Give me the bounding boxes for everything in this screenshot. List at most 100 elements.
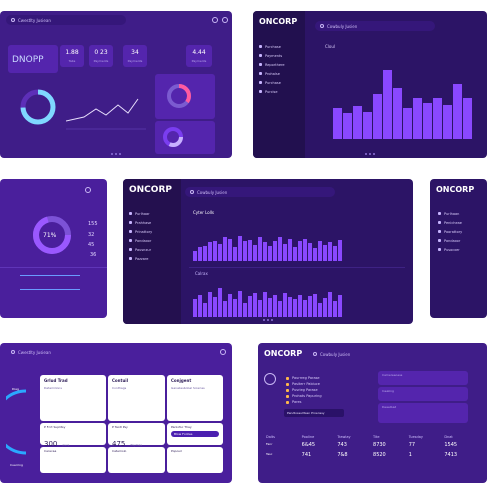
info-card-3[interactable]: Deaelbad [378, 403, 468, 423]
sidebar-item-4[interactable]: Pondaxor [129, 236, 175, 245]
section-divider [189, 267, 405, 268]
search-icon [11, 350, 15, 354]
table-header: Dalts Pooline Trawlay Tite Tuesday Dnat [266, 435, 453, 439]
settings-icon[interactable] [220, 349, 226, 355]
search-bar[interactable]: Cowbuly Jusien [315, 21, 435, 31]
list-item[interactable]: Pusrieg Parase [286, 387, 322, 393]
kpi-value: 34 [131, 49, 139, 56]
pager-dots[interactable] [365, 153, 375, 155]
dashboard-panel-cards: Cwestlty Jusiean Diag Cuerring Grlud Tra… [0, 343, 232, 483]
action-button[interactable]: Blow Fcolles [171, 431, 219, 437]
search-bar[interactable]: Cowbuly Jusien [308, 349, 428, 359]
card-1[interactable]: Grlud Trad Datemilions [40, 375, 106, 421]
search-icon [320, 24, 324, 28]
donut-value: 71% [43, 232, 57, 239]
sidebar-item-4[interactable]: Prohalse [259, 69, 299, 78]
user-avatar-icon[interactable] [264, 373, 276, 385]
sidebar-item-5[interactable]: Pusocxer [438, 245, 462, 254]
sidebar-item-6[interactable]: Purcise [259, 87, 299, 96]
kpi-value: 4.44 [192, 49, 206, 56]
sidebar-item-4[interactable]: Pondaxor [438, 236, 462, 245]
pager-dots[interactable] [263, 319, 273, 321]
donut-chart [163, 127, 183, 147]
logo-card: DNOPP [8, 45, 58, 73]
chart-title: Cloul [325, 44, 335, 49]
table-row[interactable]: Tasc 741 7&8 8520 1 7413 [266, 452, 458, 458]
kpi-label: Payments [93, 59, 109, 63]
search-bar[interactable]: Cowbuly Jusien [185, 187, 335, 197]
card-4[interactable]: P Fcrt Suplitsy 300 pvcs [40, 423, 106, 448]
sidebar-item-2[interactable]: Prahhase [129, 218, 175, 227]
top-bar: Cwestlty Jusiean [0, 343, 232, 361]
sidebar-item-2[interactable]: Payments [259, 51, 299, 60]
sidebar-item-1[interactable]: Purchase [259, 42, 299, 51]
sidebar-item-3[interactable]: Reporthere [259, 60, 299, 69]
card-7[interactable]: Caracaa [40, 447, 106, 473]
bar-chart-top [193, 227, 403, 261]
kpi-card-1[interactable]: 1.88 Tabs [60, 45, 84, 67]
divider [0, 267, 107, 268]
dashboard-panel-analytics: ONCORP Purchase Payments Reporthere Proh… [253, 11, 487, 158]
search-icon [190, 190, 194, 194]
stat-4: 36 [90, 252, 97, 258]
sidebar-item-5[interactable]: Pausnxur [129, 245, 175, 254]
settings-icon[interactable] [212, 17, 218, 23]
gauge-arc [6, 389, 27, 455]
stat-2: 32 [88, 232, 95, 238]
sidebar-item-2[interactable]: Penicheae [438, 218, 462, 227]
sidebar-item-5[interactable]: Purchase [259, 78, 299, 87]
list-item[interactable]: Prohats Papuring [286, 393, 322, 399]
search-bar[interactable]: Cwestlty Jusiean [6, 347, 116, 357]
gauge-card[interactable] [155, 74, 215, 119]
kpi-value: 0 23 [94, 49, 108, 56]
pager-dots[interactable] [111, 153, 121, 155]
kpi-card-4[interactable]: 4.44 Payments [186, 45, 212, 67]
card-5[interactable]: P Teotl Psy 475 Paymas [108, 423, 165, 448]
line-chart [66, 98, 146, 130]
kpi-label: Tabs [68, 59, 76, 63]
sidebar-item-3[interactable]: Prinattory [129, 227, 175, 236]
stat-1: 155 [88, 221, 98, 227]
stat-3: 45 [88, 242, 95, 248]
dashboard-panel-table: ONCORP Cowbuly Jusien Paurrreg Parase Pa… [258, 343, 487, 483]
side-label-1: Diag [12, 387, 19, 391]
kpi-value: 1.88 [65, 49, 79, 56]
card-2[interactable]: Contuil Conthags [108, 375, 165, 421]
settings-icon[interactable] [85, 187, 91, 193]
kpi-label: Payments [191, 59, 207, 63]
info-card-1[interactable]: Camereeoess [378, 371, 468, 385]
bar-chart-bottom [193, 281, 403, 317]
card-6[interactable]: Panlofsc Thay Blow Fcolles [167, 423, 223, 445]
data-table: Dalts Pooline Trawlay Tite Tuesday Dnat Fanr 6… [266, 435, 480, 462]
table-row[interactable]: Fanr 6&45 743 8730 77 1545 [266, 442, 458, 448]
info-card-2[interactable]: Inealing [378, 387, 468, 401]
brand-logo: ONCORP [129, 185, 172, 195]
side-label-2: Cuerring [10, 463, 23, 467]
sidebar-item-1[interactable]: Purlhaan [438, 209, 462, 218]
chart-title-2: Calrax [195, 271, 208, 276]
search-bar[interactable]: Cwestlty Jusiean [6, 15, 126, 25]
sidebar-item-6[interactable]: Pazzare [129, 254, 175, 263]
sidebar: ONCORP Purchase Payments Reporthere Proh… [253, 11, 305, 158]
kpi-card-2[interactable]: 0 23 Payments [89, 45, 113, 67]
sidebar: ONCORP Purlhaar Prahhase Prinattory Pond… [123, 179, 181, 324]
progress-row-2 [20, 289, 80, 290]
search-placeholder: Cwestlty Jusiean [18, 17, 51, 23]
text-input[interactable]: Pendlossulltasn Proenssy [284, 409, 344, 417]
brand-logo: ONCORP [264, 349, 303, 358]
sidebar-item-1[interactable]: Purlhaar [129, 209, 175, 218]
sidebar-item-3[interactable]: Poorattory [438, 227, 462, 236]
brand-logo: ONCORP [259, 17, 298, 26]
dashboard-panel-nav: ONCORP Purlhaan Penicheae Poorattory Pon… [430, 179, 487, 318]
user-icon[interactable] [222, 17, 228, 23]
card-8[interactable]: Catemolo [108, 447, 165, 473]
list-item[interactable]: Pares [286, 399, 322, 405]
kpi-card-3[interactable]: 34 Payments [123, 45, 147, 67]
card-9[interactable]: Popouri [167, 447, 223, 473]
list-item[interactable]: Paurrreg Parase [286, 375, 322, 381]
chart-title: Cyter Lolls [193, 210, 215, 215]
list-item[interactable]: Pasiterr Pabiuce [286, 381, 322, 387]
card-3[interactable]: Conjgent Ganwlesbobal Siceries [167, 375, 223, 421]
donut-card[interactable] [155, 121, 215, 154]
dashboard-panel-donut: 71% 155 32 45 36 [0, 179, 107, 318]
